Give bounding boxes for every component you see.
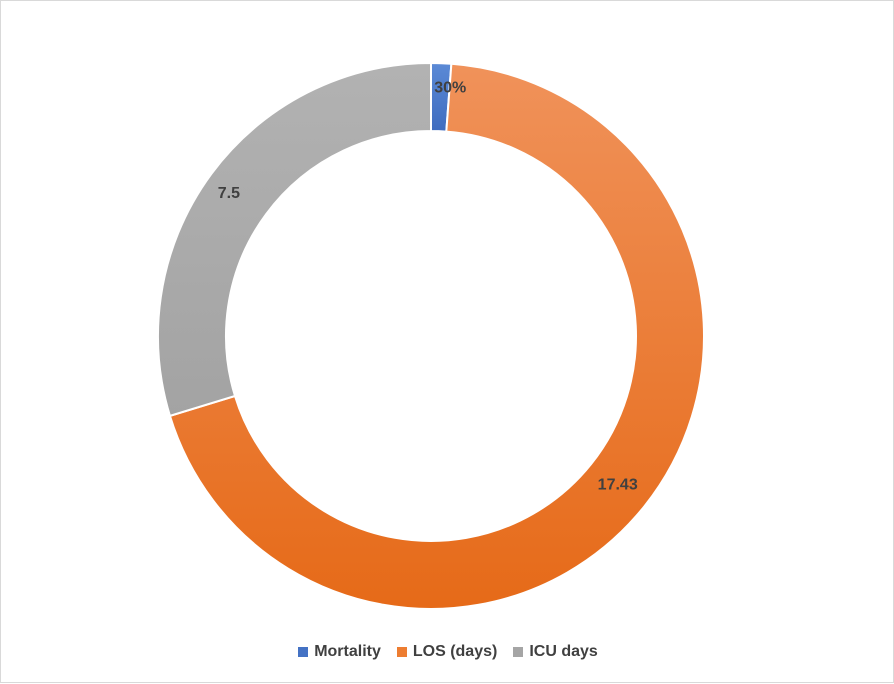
slice-icu xyxy=(157,61,432,418)
data-label-icu: 7.5 xyxy=(218,185,240,202)
legend-item-mortality: Mortality xyxy=(298,643,381,661)
legend-item-icu: ICU days xyxy=(513,643,598,661)
legend-label-icu: ICU days xyxy=(529,643,598,660)
legend: Mortality LOS (days) ICU days xyxy=(1,643,894,661)
data-label-mortality: 30% xyxy=(434,79,466,96)
slice-los xyxy=(168,62,705,610)
legend-swatch-mortality xyxy=(298,647,309,657)
data-label-los: 17.43 xyxy=(598,476,638,493)
legend-swatch-icu xyxy=(513,647,524,657)
legend-label-los: LOS (days) xyxy=(412,643,498,660)
legend-label-mortality: Mortality xyxy=(314,643,381,660)
legend-item-los: LOS (days) xyxy=(396,643,498,661)
legend-swatch-los xyxy=(396,647,407,657)
